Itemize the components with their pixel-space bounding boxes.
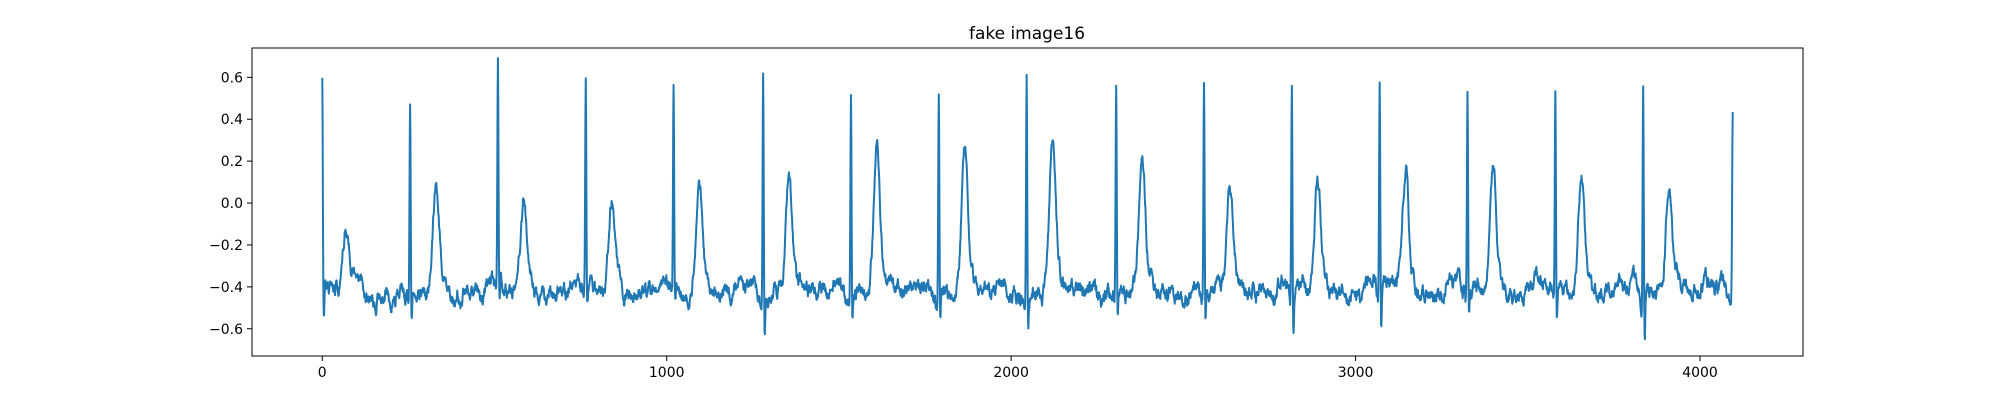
x-tick-label: 4000 (1682, 365, 1718, 381)
x-tick-label: 0 (318, 365, 327, 381)
y-tick-label: −0.6 (209, 322, 243, 338)
y-tick-label: 0.0 (221, 196, 243, 212)
x-tick-label: 1000 (649, 365, 685, 381)
y-tick-label: −0.2 (209, 238, 243, 254)
y-axis: −0.6 −0.4 −0.2 0.0 0.2 0.4 0.6 (209, 70, 252, 338)
chart-title: fake image16 (969, 24, 1085, 44)
y-tick-label: −0.4 (209, 280, 243, 296)
x-tick-label: 2000 (993, 365, 1029, 381)
x-axis: 0 1000 2000 3000 4000 (318, 356, 1718, 381)
x-tick-label: 3000 (1338, 365, 1374, 381)
y-tick-label: 0.4 (221, 112, 243, 128)
y-tick-label: 0.6 (221, 70, 243, 86)
plot-area-frame (251, 47, 1804, 357)
series-line (321, 57, 1734, 341)
y-tick-label: 0.2 (221, 154, 243, 170)
